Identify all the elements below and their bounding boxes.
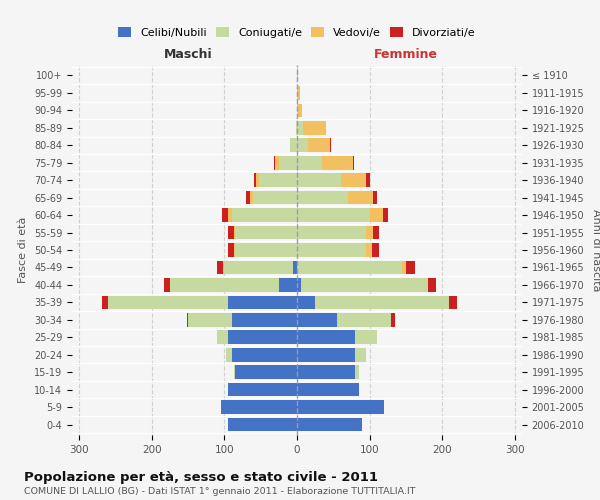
Text: Maschi: Maschi: [164, 48, 212, 60]
Bar: [232, 313, 297, 326]
Bar: [228, 208, 232, 222]
Bar: [217, 330, 228, 344]
Bar: [297, 260, 402, 274]
Bar: [226, 348, 232, 362]
Bar: [259, 174, 297, 187]
Bar: [170, 278, 279, 291]
Bar: [228, 296, 297, 309]
Bar: [223, 260, 224, 274]
Bar: [235, 243, 297, 257]
Bar: [297, 296, 315, 309]
Bar: [188, 313, 232, 326]
Bar: [234, 243, 235, 257]
Bar: [297, 174, 341, 187]
Bar: [297, 86, 298, 100]
Bar: [297, 313, 337, 326]
Bar: [355, 366, 359, 379]
Bar: [348, 191, 373, 204]
Bar: [254, 174, 256, 187]
Bar: [228, 243, 234, 257]
Bar: [103, 296, 108, 309]
Bar: [275, 156, 279, 170]
Bar: [297, 366, 355, 379]
Bar: [253, 191, 297, 204]
Bar: [296, 121, 297, 134]
Bar: [297, 383, 359, 396]
Bar: [228, 330, 297, 344]
Bar: [297, 418, 362, 432]
Bar: [246, 191, 250, 204]
Bar: [297, 226, 366, 239]
Bar: [355, 330, 377, 344]
Bar: [297, 330, 355, 344]
Text: Femmine: Femmine: [374, 48, 438, 60]
Legend: Celibi/Nubili, Coniugati/e, Vedovi/e, Divorziati/e: Celibi/Nubili, Coniugati/e, Vedovi/e, Di…: [114, 22, 480, 42]
Text: COMUNE DI LALLIO (BG) - Dati ISTAT 1° gennaio 2011 - Elaborazione TUTTITALIA.IT: COMUNE DI LALLIO (BG) - Dati ISTAT 1° ge…: [24, 487, 415, 496]
Bar: [322, 156, 353, 170]
Bar: [337, 313, 391, 326]
Bar: [370, 208, 383, 222]
Bar: [217, 260, 223, 274]
Bar: [108, 296, 228, 309]
Bar: [406, 260, 415, 274]
Bar: [297, 138, 308, 152]
Bar: [366, 243, 372, 257]
Bar: [373, 191, 377, 204]
Bar: [228, 383, 297, 396]
Y-axis label: Fasce di età: Fasce di età: [19, 217, 28, 283]
Bar: [297, 156, 322, 170]
Bar: [297, 348, 355, 362]
Bar: [297, 243, 366, 257]
Bar: [297, 278, 301, 291]
Bar: [293, 260, 297, 274]
Bar: [222, 208, 228, 222]
Bar: [303, 121, 326, 134]
Bar: [297, 208, 370, 222]
Bar: [187, 313, 188, 326]
Bar: [235, 366, 297, 379]
Bar: [232, 208, 297, 222]
Bar: [301, 278, 428, 291]
Bar: [164, 278, 170, 291]
Bar: [297, 191, 348, 204]
Bar: [428, 278, 436, 291]
Bar: [234, 366, 235, 379]
Bar: [329, 138, 331, 152]
Bar: [366, 226, 373, 239]
Bar: [228, 418, 297, 432]
Bar: [449, 296, 457, 309]
Bar: [290, 138, 297, 152]
Bar: [391, 313, 395, 326]
Bar: [341, 174, 366, 187]
Bar: [297, 121, 303, 134]
Bar: [250, 191, 253, 204]
Bar: [232, 348, 297, 362]
Bar: [373, 226, 379, 239]
Bar: [256, 174, 259, 187]
Bar: [279, 156, 297, 170]
Bar: [315, 296, 449, 309]
Bar: [228, 226, 234, 239]
Bar: [298, 104, 302, 117]
Bar: [297, 104, 298, 117]
Bar: [308, 138, 329, 152]
Bar: [274, 156, 275, 170]
Bar: [298, 86, 300, 100]
Bar: [235, 226, 297, 239]
Bar: [234, 226, 235, 239]
Bar: [383, 208, 388, 222]
Bar: [224, 260, 293, 274]
Bar: [366, 174, 370, 187]
Bar: [372, 243, 379, 257]
Bar: [297, 68, 298, 82]
Y-axis label: Anni di nascita: Anni di nascita: [591, 209, 600, 291]
Text: Popolazione per età, sesso e stato civile - 2011: Popolazione per età, sesso e stato civil…: [24, 471, 378, 484]
Bar: [221, 400, 297, 414]
Bar: [279, 278, 297, 291]
Bar: [297, 400, 384, 414]
Bar: [355, 348, 366, 362]
Bar: [402, 260, 406, 274]
Bar: [353, 156, 355, 170]
